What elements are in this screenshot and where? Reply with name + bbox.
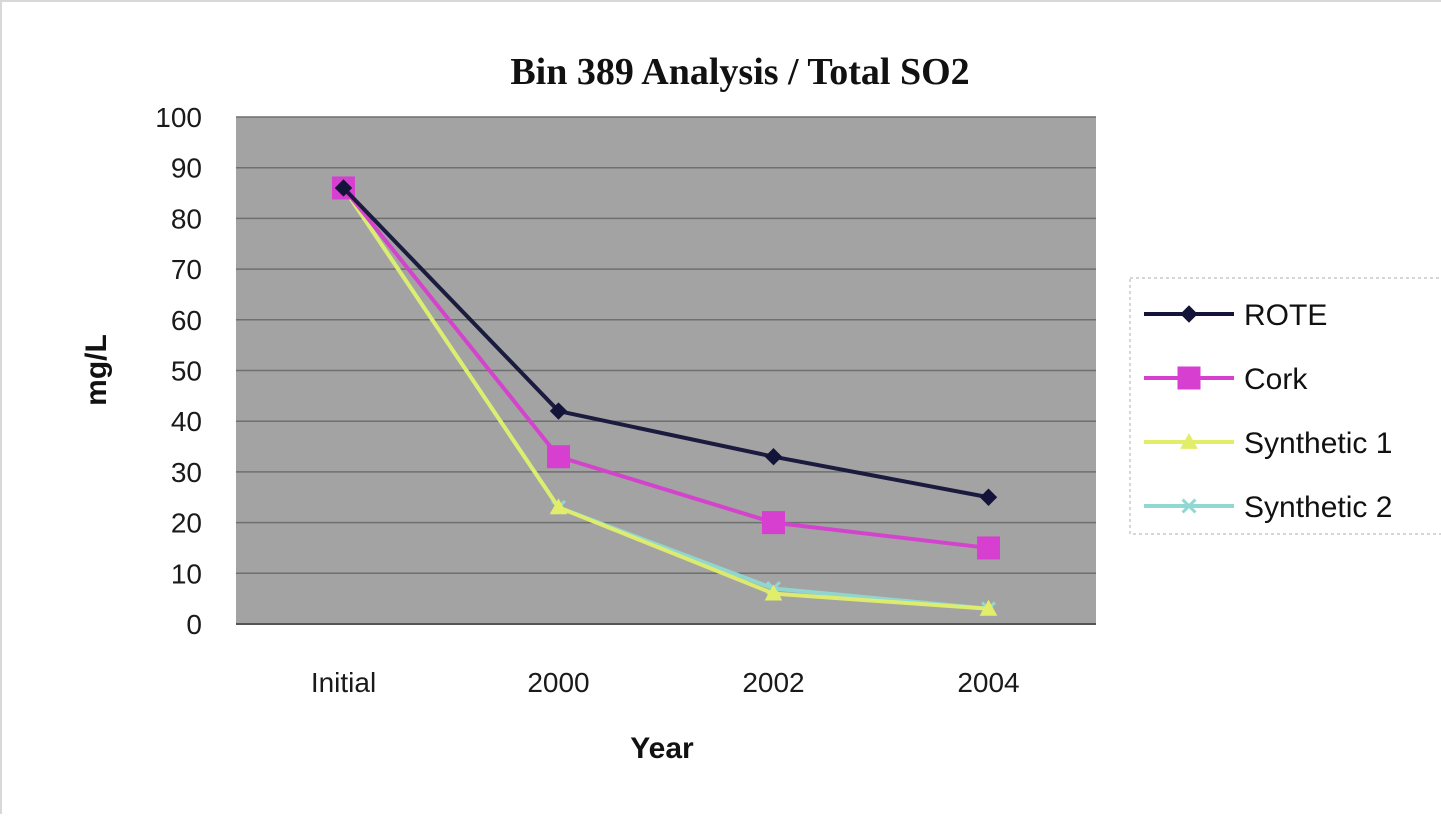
data-point <box>547 445 570 469</box>
x-axis-title: Year <box>630 732 694 765</box>
data-point <box>764 584 783 601</box>
gridlines <box>236 116 1096 625</box>
series-line <box>341 186 989 550</box>
data-point <box>979 488 998 506</box>
legend-label: Synthetic 2 <box>1244 491 1392 524</box>
y-tick-label: 80 <box>171 203 202 234</box>
legend-marker <box>1180 432 1198 449</box>
y-tick-label: 70 <box>171 254 202 285</box>
legend-item: Synthetic 1 <box>1144 427 1392 460</box>
legend-item: ROTE <box>1144 299 1327 332</box>
data-point <box>762 511 785 535</box>
chart-title: Bin 389 Analysis / Total SO2 <box>510 51 969 93</box>
legend-box <box>1129 277 1441 535</box>
legend: ROTE Cork Synthetic 1 Synthetic 2 <box>1144 299 1392 524</box>
y-tick-label: 20 <box>171 508 202 539</box>
data-point <box>549 498 568 515</box>
y-axis-ticks: 0 10 20 30 40 50 60 70 80 90 100 <box>155 102 202 640</box>
y-tick-label: 30 <box>171 457 202 488</box>
series-layer <box>332 176 1000 617</box>
legend-label: Cork <box>1244 363 1308 396</box>
y-tick-label: 90 <box>171 153 202 184</box>
series-rote <box>334 179 998 506</box>
x-tick-label: Initial <box>311 667 376 698</box>
legend-item: Cork <box>1144 363 1308 396</box>
legend-item: Synthetic 2 <box>1144 491 1392 524</box>
data-point <box>979 599 998 616</box>
y-tick-label: 40 <box>171 406 202 437</box>
legend-marker <box>1177 366 1201 390</box>
legend-label: ROTE <box>1244 299 1327 332</box>
y-tick-label: 60 <box>171 305 202 336</box>
x-tick-label: 2002 <box>742 667 804 698</box>
x-axis-ticks: Initial 2000 2002 2004 <box>311 667 1020 698</box>
data-point <box>549 402 568 420</box>
y-tick-label: 0 <box>186 609 202 640</box>
data-point <box>334 179 353 197</box>
x-tick-label: 2000 <box>527 667 589 698</box>
y-tick-label: 10 <box>171 558 202 589</box>
legend-marker <box>1180 305 1198 323</box>
legend-label: Synthetic 1 <box>1244 427 1392 460</box>
y-tick-label: 100 <box>155 102 202 133</box>
series-line <box>342 186 989 500</box>
series-line <box>341 186 989 611</box>
y-tick-label: 50 <box>171 356 202 387</box>
x-tick-label: 2004 <box>957 667 1019 698</box>
y-axis-title: mg/L <box>80 334 113 406</box>
series-cork <box>332 176 1000 560</box>
data-point <box>764 447 783 466</box>
legend-marker <box>1181 498 1197 514</box>
data-point <box>977 536 1000 560</box>
